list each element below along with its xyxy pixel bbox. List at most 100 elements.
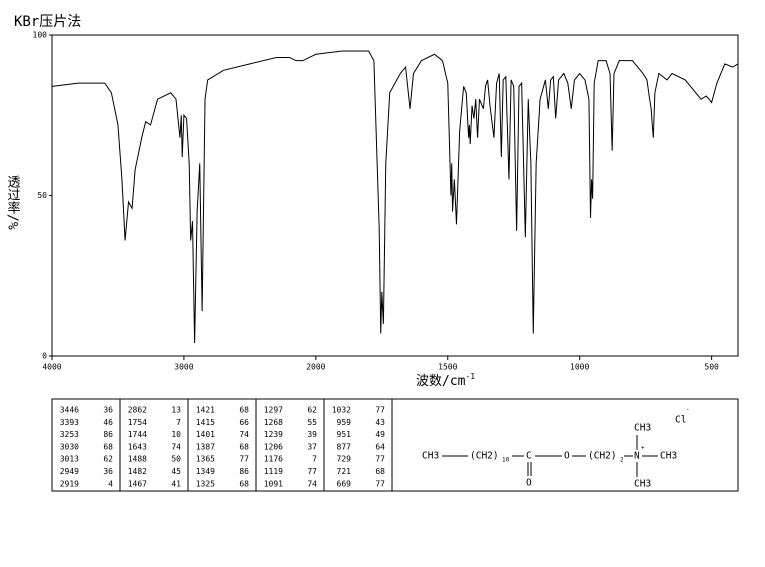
x-tick-label: 1500 <box>438 363 457 372</box>
peak-transmittance: 77 <box>375 406 385 415</box>
peak-transmittance: 50 <box>171 455 181 464</box>
peak-transmittance: 68 <box>375 467 385 476</box>
peak-transmittance: 62 <box>103 455 113 464</box>
charge: + <box>641 445 645 452</box>
peak-wavenumber: 951 <box>337 430 352 439</box>
peak-transmittance: 55 <box>307 418 317 427</box>
peak-transmittance: 77 <box>307 467 317 476</box>
peak-wavenumber: 1744 <box>128 430 147 439</box>
peak-transmittance: 77 <box>239 455 249 464</box>
peak-transmittance: 68 <box>239 479 249 488</box>
x-tick-label: 500 <box>704 363 719 372</box>
peak-transmittance: 49 <box>375 430 385 439</box>
peak-wavenumber: 3253 <box>60 430 79 439</box>
counter-ion: Cl <box>675 415 686 426</box>
subscript: 10 <box>502 457 510 464</box>
peak-wavenumber: 1119 <box>264 467 283 476</box>
peak-wavenumber: 729 <box>337 455 352 464</box>
peak-wavenumber: 1421 <box>196 406 215 415</box>
y-tick-label: 100 <box>33 31 48 40</box>
x-axis-label-text: 波数/cm <box>416 374 466 389</box>
peak-wavenumber: 877 <box>337 442 352 451</box>
peak-transmittance: 77 <box>375 455 385 464</box>
x-axis-label-exponent: -1 <box>465 372 475 381</box>
chart-title: KBr压片法 <box>14 14 81 30</box>
peak-wavenumber: 1206 <box>264 442 283 451</box>
spectrum-line <box>51 50 739 344</box>
atom: (CH2) <box>588 451 617 462</box>
x-tick-label: 2000 <box>306 363 325 372</box>
peak-transmittance: 68 <box>239 406 249 415</box>
peak-transmittance: 36 <box>103 467 113 476</box>
peak-transmittance: 77 <box>375 479 385 488</box>
peak-transmittance: 64 <box>375 442 385 451</box>
peak-transmittance: 86 <box>239 467 249 476</box>
peak-transmittance: 36 <box>103 406 113 415</box>
peak-wavenumber: 1365 <box>196 455 215 464</box>
y-axis-label: 透过率/% <box>5 175 21 230</box>
peak-transmittance: 74 <box>239 430 249 439</box>
structure: CH3 (CH2) 10 C O O (CH2) 2 N + CH3 CH3 C… <box>422 407 690 490</box>
peak-wavenumber: 3013 <box>60 455 79 464</box>
peak-wavenumber: 1488 <box>128 455 147 464</box>
peak-wavenumber: 1482 <box>128 467 147 476</box>
peak-wavenumber: 1349 <box>196 467 215 476</box>
peak-wavenumber: 1239 <box>264 430 283 439</box>
peak-transmittance: 10 <box>171 430 181 439</box>
peak-transmittance: 39 <box>307 430 317 439</box>
y-tick-label: 50 <box>37 191 47 200</box>
atom: CH3 <box>422 451 439 462</box>
atom: C <box>526 451 532 462</box>
peak-wavenumber: 1415 <box>196 418 215 427</box>
peak-wavenumber: 3446 <box>60 406 79 415</box>
peak-transmittance: 86 <box>103 430 113 439</box>
peak-transmittance: 74 <box>171 442 181 451</box>
atom: O <box>564 451 570 462</box>
subscript: 2 <box>620 457 624 464</box>
peak-transmittance: 41 <box>171 479 181 488</box>
peak-wavenumber: 1401 <box>196 430 215 439</box>
peak-transmittance: 45 <box>171 467 181 476</box>
atom: (CH2) <box>470 451 499 462</box>
peak-transmittance: 68 <box>103 442 113 451</box>
peak-wavenumber: 721 <box>337 467 352 476</box>
peak-wavenumber: 1387 <box>196 442 215 451</box>
peak-transmittance: 7 <box>312 455 317 464</box>
peak-transmittance: 4 <box>108 479 113 488</box>
peak-wavenumber: 1032 <box>332 406 351 415</box>
atom: CH3 <box>634 423 651 434</box>
peak-wavenumber: 669 <box>337 479 352 488</box>
x-axis-label: 波数/cm-1 <box>416 372 475 389</box>
peak-wavenumber: 1325 <box>196 479 215 488</box>
peak-wavenumber: 3030 <box>60 442 79 451</box>
peak-wavenumber: 1297 <box>264 406 283 415</box>
peak-table-frame <box>51 398 739 492</box>
charge: - <box>686 407 690 414</box>
peak-wavenumber: 1643 <box>128 442 147 451</box>
peak-wavenumber: 2862 <box>128 406 147 415</box>
peak-transmittance: 74 <box>307 479 317 488</box>
x-tick-label: 4000 <box>42 363 61 372</box>
peak-wavenumber: 959 <box>337 418 352 427</box>
peak-transmittance: 37 <box>307 442 317 451</box>
peak-wavenumber: 1754 <box>128 418 147 427</box>
peak-transmittance: 7 <box>176 418 181 427</box>
peak-transmittance: 46 <box>103 418 113 427</box>
y-tick-label: 0 <box>42 352 47 361</box>
peak-wavenumber: 1467 <box>128 479 147 488</box>
x-tick-label: 1000 <box>570 363 589 372</box>
peak-transmittance: 68 <box>239 442 249 451</box>
atom: CH3 <box>660 451 677 462</box>
atom: O <box>526 478 532 489</box>
peak-wavenumber: 1091 <box>264 479 283 488</box>
x-tick-label: 3000 <box>174 363 193 372</box>
atom: CH3 <box>634 479 651 490</box>
peak-transmittance: 66 <box>239 418 249 427</box>
peak-wavenumber: 2919 <box>60 479 79 488</box>
peak-wavenumber: 1268 <box>264 418 283 427</box>
atom: N <box>634 451 640 462</box>
peak-wavenumber: 2949 <box>60 467 79 476</box>
peak-transmittance: 43 <box>375 418 385 427</box>
peak-transmittance: 13 <box>171 406 181 415</box>
